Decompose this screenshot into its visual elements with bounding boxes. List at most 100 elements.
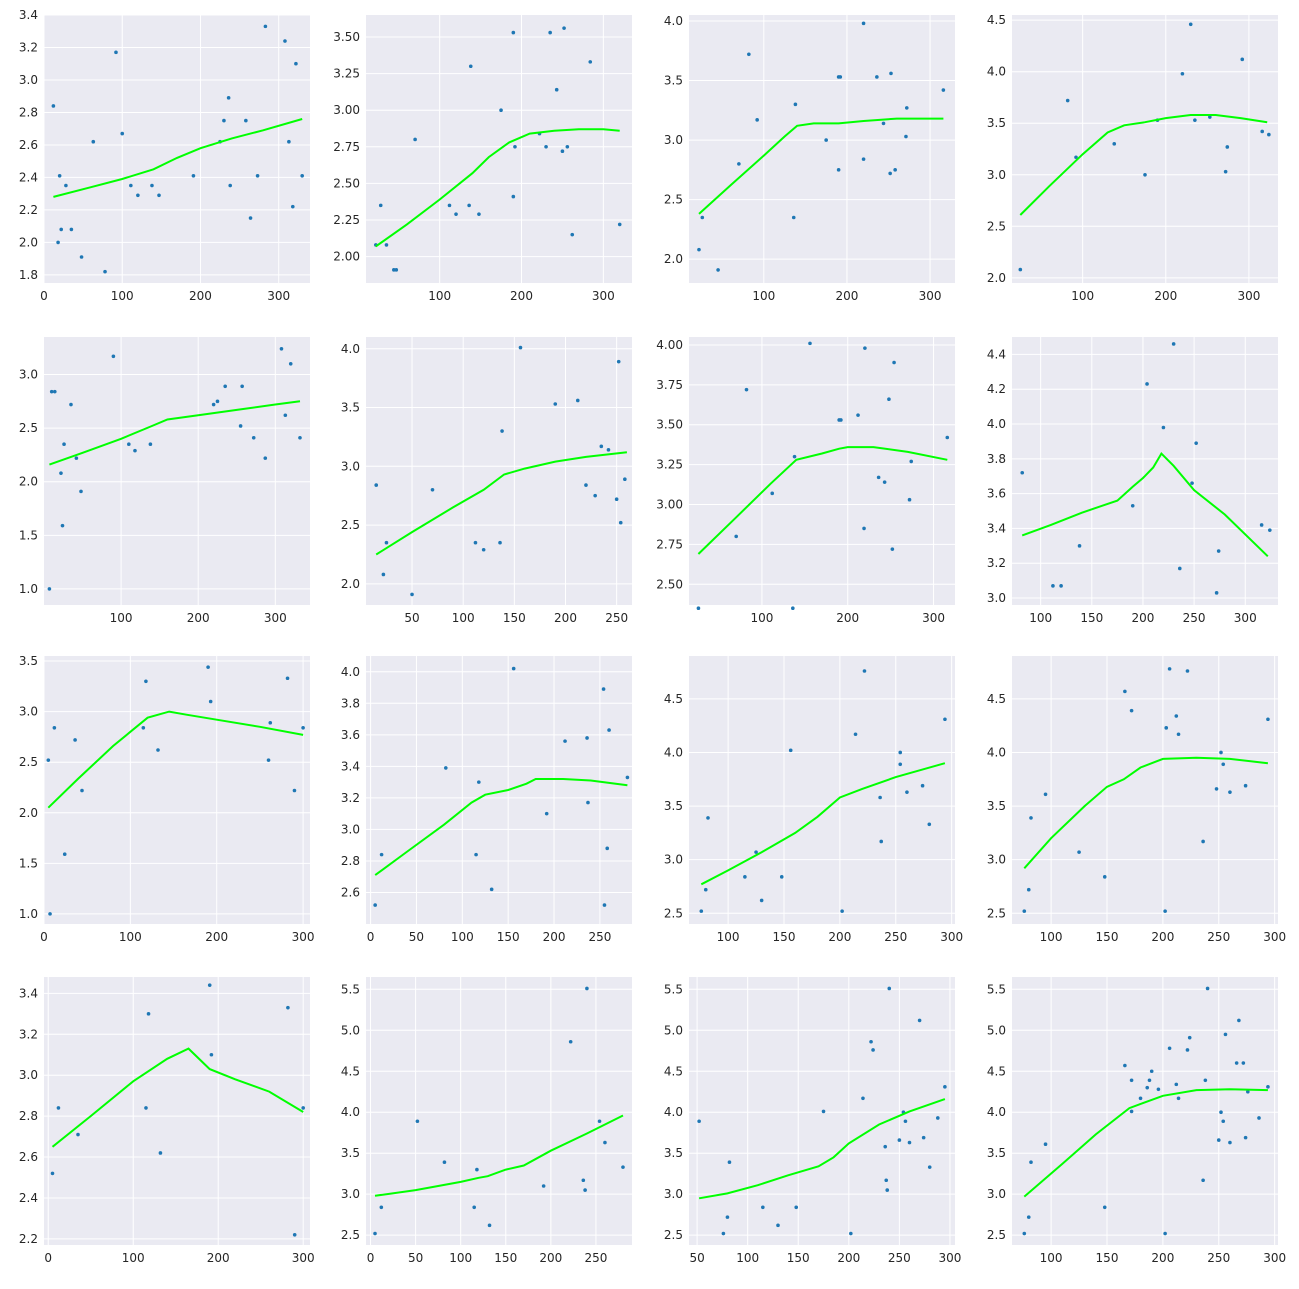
scatter-points	[50, 983, 306, 1237]
y-tick-label: 3.4	[19, 986, 38, 1000]
data-point	[585, 736, 589, 740]
y-tick-label: 2.6	[19, 1150, 38, 1164]
data-point	[824, 138, 828, 142]
tick-labels: 100 200 300 1.0 1.5 2.0 2.5 3.0	[19, 368, 287, 625]
data-point	[129, 183, 133, 188]
data-point	[1156, 1087, 1161, 1092]
plot-area	[44, 977, 310, 1245]
y-tick-label: 3.25	[656, 458, 683, 472]
y-tick-label: 2.50	[333, 176, 360, 190]
x-tick-label: 100	[1029, 611, 1052, 625]
data-point	[584, 483, 588, 487]
plot-area	[1012, 656, 1278, 924]
plot-area	[44, 656, 310, 924]
x-tick-label: 200	[207, 1251, 230, 1265]
data-point	[1051, 584, 1055, 588]
data-point	[876, 475, 881, 480]
trend-line	[698, 1098, 946, 1200]
scatter-points	[374, 345, 627, 597]
y-tick-label: 3.0	[19, 705, 38, 719]
x-tick-label: 100	[1071, 289, 1094, 303]
data-point	[1228, 790, 1232, 794]
y-tick-label: 2.2	[19, 203, 38, 217]
data-point	[921, 1135, 926, 1140]
data-point	[279, 346, 284, 351]
data-point	[191, 174, 196, 178]
scatter-points	[51, 24, 304, 274]
data-point	[209, 1052, 214, 1057]
data-point	[1267, 132, 1271, 137]
x-tick-label: 300	[1263, 1251, 1286, 1265]
data-point	[599, 444, 604, 449]
tick-labels: 50 100 150 200 250 2.0 2.5 3.0 3.5 4.0	[341, 342, 628, 625]
data-point	[288, 362, 293, 366]
y-tick-label: 3.0	[664, 853, 683, 867]
data-point	[62, 852, 67, 857]
y-tick-label: 2.75	[333, 140, 360, 154]
data-point	[73, 738, 77, 742]
plot-area	[366, 656, 632, 924]
trend-line	[1023, 756, 1269, 869]
y-tick-label: 2.5	[341, 1228, 360, 1242]
scatter-panel-7: 100 200 300 2.50 2.75 3.00 3.25 3.50 3.75 4.00	[656, 337, 955, 625]
data-point	[52, 389, 57, 394]
y-tick-label: 1.5	[19, 856, 38, 870]
y-tick-label: 3.0	[987, 591, 1006, 605]
data-point	[384, 243, 389, 247]
x-tick-label: 150	[773, 930, 796, 944]
data-point	[57, 174, 62, 178]
data-point	[1185, 1048, 1190, 1052]
trend-line	[374, 1114, 624, 1197]
data-point	[283, 39, 287, 43]
data-point	[1188, 22, 1193, 27]
data-point	[905, 790, 909, 794]
x-tick-label: 200	[205, 930, 228, 944]
data-point	[157, 193, 161, 198]
y-tick-label: 2.5	[19, 755, 38, 769]
tick-labels: 0 50 100 150 200 250 2.6 2.8 3.0 3.2 3.4 3.6 3.8 4.0	[341, 665, 611, 944]
scatter-panel-3: 100 200 300 2.0 2.5 3.0 3.5 4.0	[664, 14, 955, 303]
data-point	[863, 346, 867, 350]
gridlines	[689, 656, 955, 924]
y-tick-label: 2.00	[333, 250, 360, 264]
y-tick-label: 3.2	[19, 1027, 38, 1041]
data-point	[700, 215, 705, 220]
trend-line	[375, 451, 628, 556]
x-tick-label: 300	[264, 611, 287, 625]
data-point	[583, 1188, 587, 1192]
data-point	[1018, 267, 1023, 272]
scatter-points	[373, 986, 625, 1236]
data-point	[617, 222, 622, 227]
data-point	[754, 850, 758, 854]
data-point	[575, 398, 580, 403]
data-point	[487, 1223, 492, 1228]
y-tick-label: 4.0	[987, 745, 1006, 759]
scatter-panel-15: 50 100 150 200 250 300 2.5 3.0 3.5 4.0 4.5 5.0 5.5	[664, 977, 961, 1265]
data-point	[1234, 1061, 1239, 1065]
data-point	[856, 413, 860, 417]
data-point	[301, 726, 305, 730]
data-point	[144, 679, 148, 684]
data-point	[585, 986, 589, 991]
data-point	[1161, 425, 1166, 430]
data-point	[62, 442, 66, 446]
y-tick-label: 4.5	[987, 1064, 1006, 1078]
data-point	[1214, 787, 1219, 791]
data-point	[909, 459, 914, 464]
x-tick-label: 150	[497, 930, 520, 944]
data-point	[887, 986, 892, 991]
data-point	[884, 1178, 889, 1183]
data-point	[836, 168, 841, 172]
data-point	[890, 547, 895, 551]
scatter-panel-11: 100 150 200 250 300 2.5 3.0 3.5 4.0 4.5	[664, 656, 963, 944]
y-tick-label: 3.0	[341, 822, 360, 836]
y-tick-label: 3.0	[19, 1068, 38, 1082]
x-tick-label: 250	[1207, 1251, 1230, 1265]
data-point	[378, 203, 383, 208]
data-point	[300, 174, 304, 178]
x-tick-label: 300	[267, 289, 290, 303]
data-point	[1059, 584, 1063, 588]
y-tick-label: 3.5	[664, 1146, 683, 1160]
gridlines	[44, 337, 310, 605]
y-tick-label: 3.5	[987, 799, 1006, 813]
